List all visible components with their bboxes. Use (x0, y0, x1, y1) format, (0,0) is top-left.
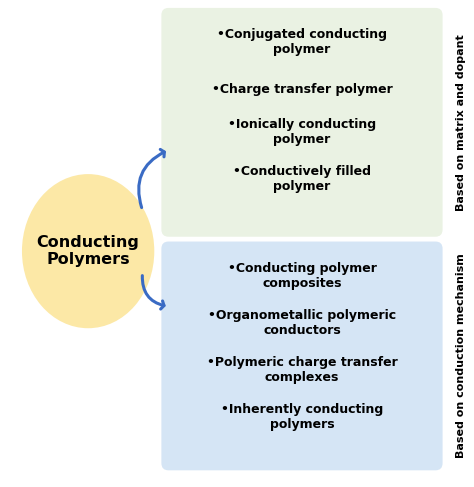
Text: •Polymeric charge transfer
complexes: •Polymeric charge transfer complexes (207, 356, 397, 384)
Text: •Charge transfer polymer: •Charge transfer polymer (211, 83, 392, 95)
Ellipse shape (22, 174, 155, 328)
FancyBboxPatch shape (161, 8, 443, 237)
Text: Based on matrix and dopant: Based on matrix and dopant (456, 34, 466, 211)
Text: •Conductively filled
polymer: •Conductively filled polymer (233, 165, 371, 193)
Text: •Inherently conducting
polymers: •Inherently conducting polymers (221, 403, 383, 431)
FancyBboxPatch shape (161, 242, 443, 470)
Text: •Conducting polymer
composites: •Conducting polymer composites (228, 262, 376, 290)
Text: •Ionically conducting
polymer: •Ionically conducting polymer (228, 118, 376, 146)
Text: Based on conduction mechanism: Based on conduction mechanism (456, 254, 466, 458)
Text: •Organometallic polymeric
conductors: •Organometallic polymeric conductors (208, 309, 396, 337)
Text: •Conjugated conducting
polymer: •Conjugated conducting polymer (217, 28, 387, 56)
Text: Conducting
Polymers: Conducting Polymers (36, 235, 139, 267)
